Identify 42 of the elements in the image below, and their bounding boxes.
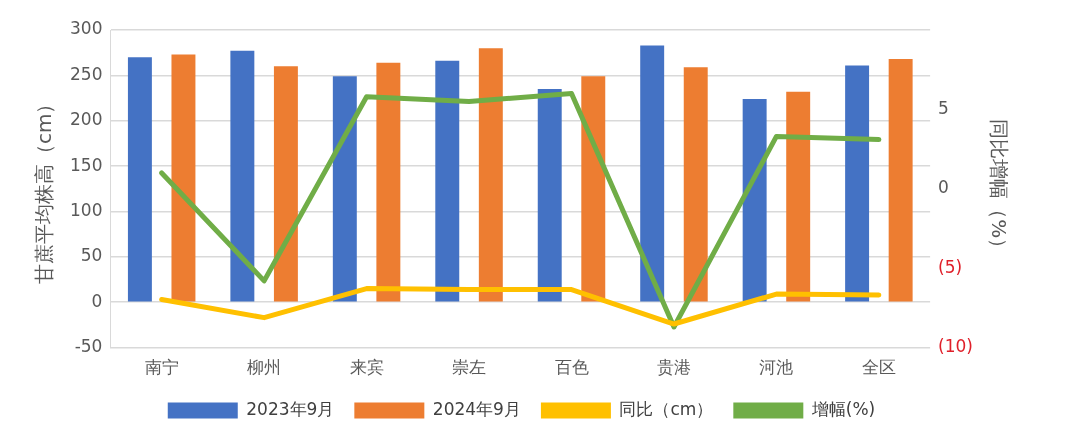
legend-label: 同比（cm）	[619, 398, 714, 419]
bar	[581, 76, 606, 302]
y2-tick-label: 0	[938, 177, 949, 198]
y2-tick-label: (10)	[938, 336, 974, 357]
x-tick-label: 柳州	[247, 357, 282, 378]
bar	[845, 65, 870, 302]
x-tick-label: 南宁	[144, 357, 179, 378]
bar	[683, 67, 708, 302]
bar	[127, 57, 152, 302]
x-tick-label: 百色	[554, 357, 589, 378]
y-tick-label: 150	[69, 154, 103, 175]
y-tick-label: 200	[69, 109, 103, 130]
y2-tick-label: (5)	[938, 256, 963, 277]
y-tick-label: 0	[91, 290, 103, 311]
bar	[888, 59, 913, 302]
bar	[640, 45, 665, 302]
y-tick-label: -50	[74, 336, 103, 357]
x-tick-label: 来宾	[349, 357, 384, 378]
bar	[230, 50, 255, 302]
bar	[478, 48, 503, 302]
x-tick-label: 全区	[861, 357, 896, 378]
bar	[171, 54, 196, 302]
bar	[273, 66, 298, 302]
bar	[435, 60, 460, 302]
y-tick-label: 100	[69, 199, 103, 220]
bar	[537, 88, 562, 302]
y-tick-label: 300	[69, 18, 103, 39]
y2-axis-title: 同比增幅（%）	[986, 119, 1011, 259]
bar	[742, 98, 767, 302]
y2-tick-label: 5	[938, 97, 949, 118]
legend-label: 2024年9月	[432, 398, 521, 419]
legend-label: 增幅(%)	[810, 398, 876, 419]
y-tick-label: 250	[69, 63, 103, 84]
bar	[332, 76, 357, 302]
legend-label: 2023年9月	[246, 398, 335, 419]
bar	[376, 62, 401, 302]
x-tick-label: 河池	[759, 357, 794, 378]
bar	[786, 91, 811, 302]
x-tick-label: 贵港	[656, 357, 691, 378]
x-tick-label: 崇左	[452, 357, 487, 378]
y-tick-label: 50	[80, 245, 103, 266]
y-axis-title: 甘蔗平均株高（cm）	[32, 93, 57, 285]
